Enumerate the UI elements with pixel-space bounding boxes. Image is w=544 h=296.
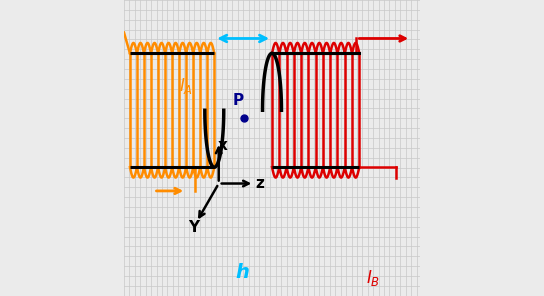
- Text: $I_B$: $I_B$: [366, 268, 380, 288]
- Text: $I_A$: $I_A$: [179, 76, 193, 96]
- Text: P: P: [232, 93, 244, 108]
- Text: z: z: [256, 176, 264, 191]
- Text: h: h: [236, 263, 249, 282]
- Text: Y: Y: [188, 221, 199, 235]
- Text: x: x: [218, 138, 228, 152]
